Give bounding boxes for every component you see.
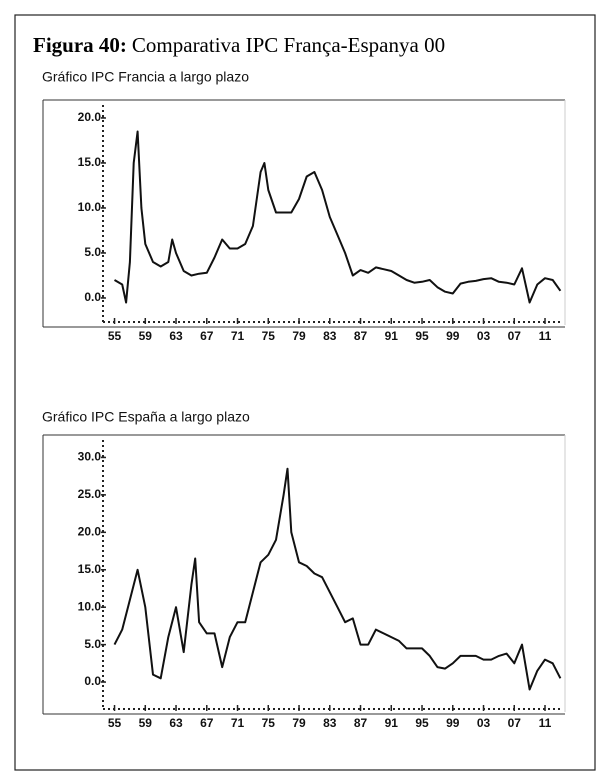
x-tick-label: 07 [508, 716, 522, 730]
figure-title-text: Comparativa IPC França-Espanya 00 [132, 33, 445, 57]
x-tick-label: 87 [354, 716, 368, 730]
y-tick-label: 10.0- [78, 200, 105, 214]
y-tick-label: 20.0- [78, 524, 105, 538]
y-tick-label: 20.0- [78, 110, 105, 124]
x-tick-label: 63 [169, 716, 183, 730]
y-tick-label: 15.0- [78, 155, 105, 169]
figure-label: Figura 40: [33, 33, 127, 57]
x-tick-label: 59 [139, 329, 153, 343]
x-tick-label: 79 [292, 329, 306, 343]
y-tick-label: 30.0- [78, 450, 105, 464]
x-tick-label: 75 [262, 716, 276, 730]
chart-title: Gráfico IPC Francia a largo plazo [42, 69, 249, 85]
figure-frame [14, 14, 596, 771]
x-tick-label: 55 [108, 716, 122, 730]
x-tick-label: 11 [539, 716, 552, 730]
x-tick-label: 99 [446, 329, 460, 343]
x-tick-label: 95 [415, 716, 429, 730]
x-tick-label: 03 [477, 329, 491, 343]
y-tick-label: 5.0- [84, 637, 105, 651]
x-tick-label: 07 [508, 329, 522, 343]
x-tick-label: 91 [385, 329, 399, 343]
x-tick-label: 87 [354, 329, 368, 343]
x-tick-label: 95 [415, 329, 429, 343]
y-tick-label: 5.0- [84, 245, 105, 259]
x-tick-label: 63 [169, 329, 183, 343]
x-tick-label: 75 [262, 329, 276, 343]
y-tick-label: 0.0- [84, 674, 105, 688]
x-tick-label: 99 [446, 716, 460, 730]
x-tick-label: 03 [477, 716, 491, 730]
y-tick-label: 10.0- [78, 599, 105, 613]
data-line [113, 467, 562, 691]
x-tick-label: 59 [139, 716, 153, 730]
x-tick-label: 83 [323, 329, 337, 343]
y-tick-label: 25.0- [78, 487, 105, 501]
x-tick-label: 71 [231, 716, 245, 730]
y-tick-label: 0.0- [84, 290, 105, 304]
x-tick-label: 71 [231, 329, 245, 343]
x-tick-label: 67 [200, 329, 214, 343]
chart-title: Gráfico IPC España a largo plazo [42, 409, 250, 425]
figure-title: Figura 40: Comparativa IPC França-Espanya… [33, 33, 445, 57]
x-tick-label: 11 [539, 329, 552, 343]
x-tick-label: 67 [200, 716, 214, 730]
x-tick-label: 79 [292, 716, 306, 730]
data-line [113, 130, 562, 304]
x-tick-label: 55 [108, 329, 122, 343]
x-tick-label: 91 [385, 716, 399, 730]
x-tick-label: 83 [323, 716, 337, 730]
y-tick-label: 15.0- [78, 562, 105, 576]
